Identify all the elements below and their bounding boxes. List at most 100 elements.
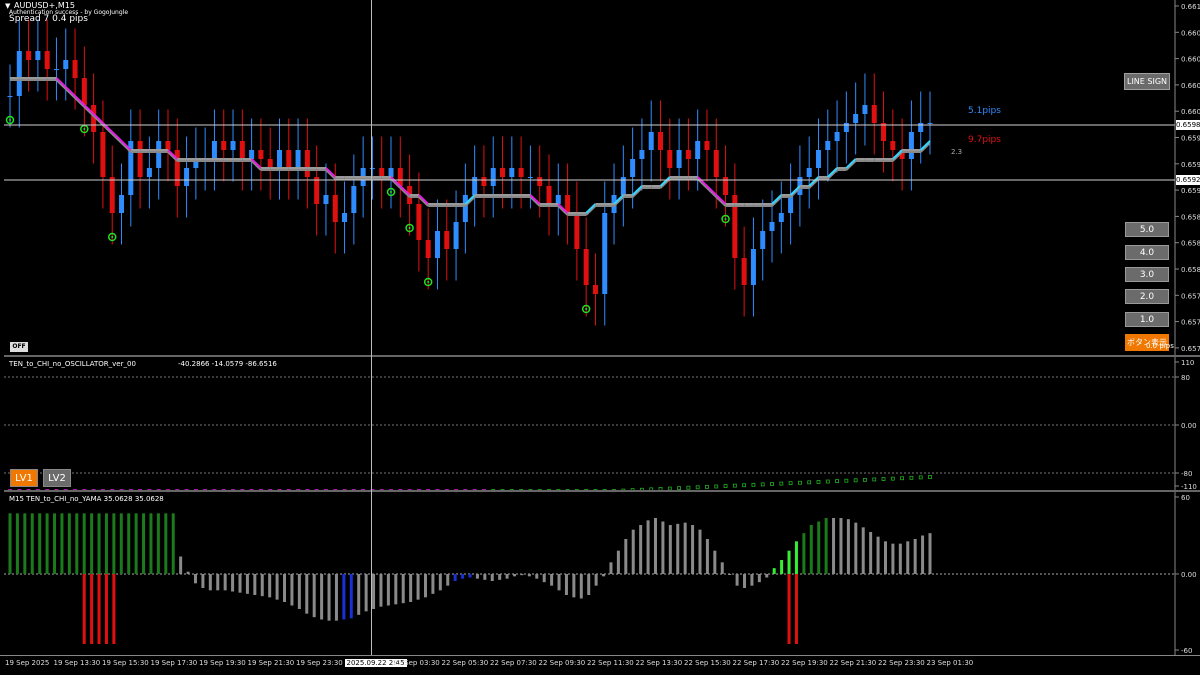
osc-dot [760,482,765,487]
panel-separator-2[interactable] [4,490,1200,492]
candle-body [156,141,162,168]
lv1-button[interactable]: LV1 [10,469,38,487]
ma-segment [585,203,597,214]
line-sign-button[interactable]: LINE SIGN [1124,73,1170,90]
candle-body [397,168,403,186]
osc-dot [277,489,282,491]
price-tick-label: 0.6594 [1181,161,1200,169]
level-button-3[interactable]: 3.0 [1125,267,1169,282]
auth-text: Authentication success - by GogoJungle [9,9,129,16]
orange-display-button[interactable]: ボタン表示 [1125,334,1169,351]
pips-red-label: 9.7pips [968,135,1001,145]
candle-body [750,249,756,285]
ma-gray-segment [706,187,717,198]
osc-dot [128,489,133,491]
candle-body [91,105,97,132]
osc-dot [565,489,570,491]
price-tick-label: 0.6576 [1181,319,1200,327]
yama-bar [164,513,168,574]
osc-dot [900,476,905,481]
osc-dot [909,475,914,480]
osc-dot [398,489,403,491]
osc-dot [203,489,208,491]
candle-body [332,195,338,222]
ma-gray-segment [845,160,857,171]
yama-bar [30,513,34,574]
osc-dot [305,489,310,491]
candle-body [7,96,13,97]
osc-dot [45,489,50,491]
osc-tick-label: 110 [1181,359,1194,367]
signal-circle-icon [405,223,414,233]
level-button-1[interactable]: 1.0 [1125,312,1169,327]
candle-body [119,195,125,213]
candle-body [472,177,478,195]
osc-dot [286,489,291,491]
level-button-5[interactable]: 5.0 [1125,222,1169,237]
yama-bar [156,513,160,574]
osc-dot [751,482,756,487]
candle-body [825,141,831,150]
ma-gray-segment [418,196,429,207]
dropdown-arrow-icon[interactable]: ▼ [5,2,11,10]
ma-gray-segment [827,169,838,180]
yama-bar [743,574,747,588]
osc-dot [537,489,542,491]
price-tick-label: 0.6582 [1181,266,1200,274]
ma-gray-segment [399,187,411,198]
level-button-2[interactable]: 2.0 [1125,289,1169,304]
osc-dot [519,489,524,491]
crosshair-time-label: 2025.09.22 2:45 [344,659,407,667]
candle-body [834,132,840,141]
lv2-button[interactable]: LV2 [43,469,71,487]
candle-body [806,168,812,177]
yama-bar [713,550,717,574]
osc-axis-ticks: 110 80 0.00 -80 -110 [1175,359,1197,491]
osc-dot [426,489,431,491]
osc-dot [612,489,616,491]
ma-gray-segment [892,151,903,162]
off-button[interactable]: OFF [10,342,28,352]
level-button-4[interactable]: 4.0 [1125,245,1169,260]
ma-segment [120,140,132,151]
osc-dot [240,489,245,491]
osc-dot [574,489,579,491]
yama-panel[interactable]: 60 0.00 -60 M15 TEN_to_CHI_no_YAMA 35.0628… [0,492,1200,655]
yama-bar [639,525,643,574]
osc-tick-label: -80 [1181,470,1192,478]
yama-bar [90,513,94,574]
candle-body [658,132,664,150]
yama-bar [238,574,242,593]
price-tick-label: 0.6573 [1181,345,1200,353]
signal-markers [5,115,730,314]
panel-separator-1[interactable] [4,355,1200,357]
yama-bar [453,574,457,581]
candle-body [72,60,78,78]
candle-body [295,150,301,168]
oscillator-panel[interactable]: 110 80 0.00 -80 -110 TEN_to_CHI_no_OSCILLATO… [0,357,1200,491]
ma-segment [529,194,541,205]
ma-segment [92,113,104,124]
spread-text: Spread 7 0.4 pips [9,14,88,24]
yama-bar [171,513,175,574]
yama-bar [193,574,197,584]
ma-gray-segment [529,196,541,207]
price-tick-label: 0.6609 [1181,29,1200,37]
yama-bar [564,574,568,595]
ma-segment [808,176,820,187]
ma-segment [65,86,76,97]
candle-body [481,177,487,186]
yama-bar [787,550,791,574]
ma-segment [789,185,801,196]
candle-body [462,195,468,222]
ma-gray-segment [83,106,95,117]
yama-red-bar [104,574,108,644]
yama-bar [490,574,494,581]
osc-dot [556,489,561,491]
candle-body [81,78,87,105]
yama-bar [802,533,806,574]
yama-bar [772,568,776,574]
time-label: 19 Sep 23:30 [296,659,343,667]
